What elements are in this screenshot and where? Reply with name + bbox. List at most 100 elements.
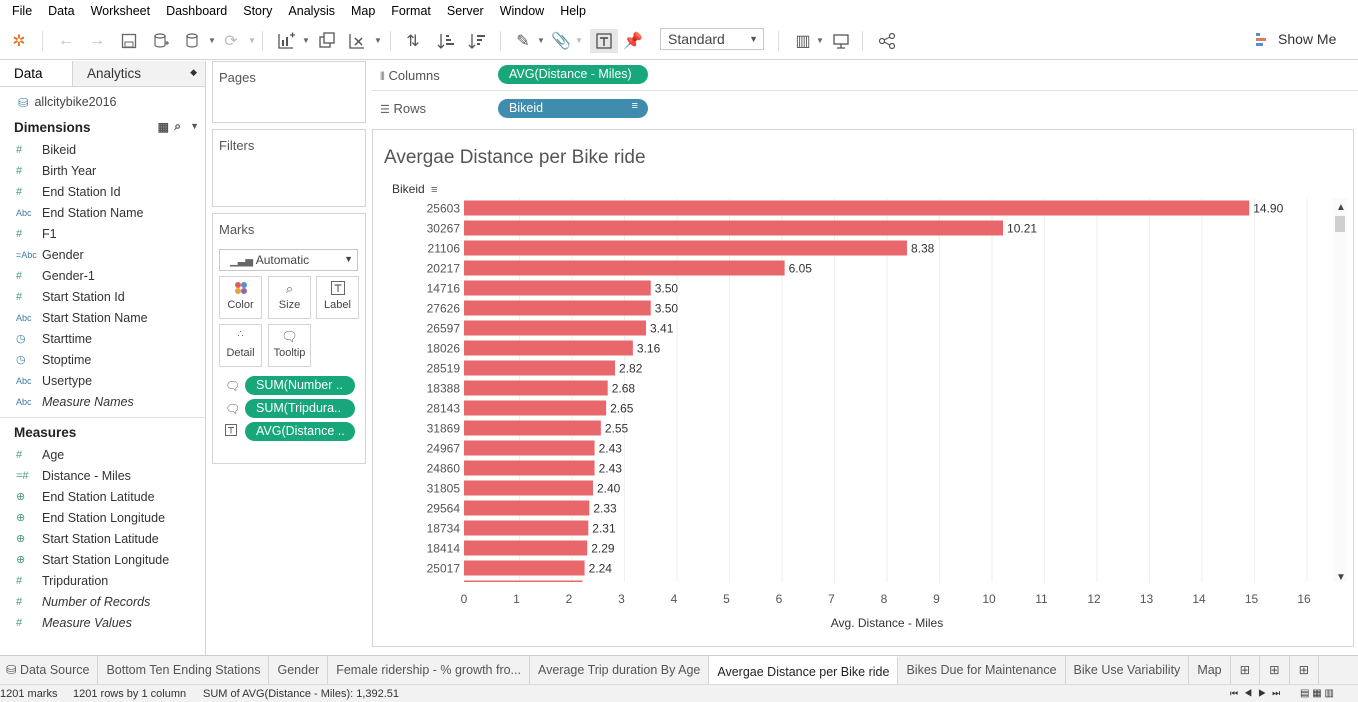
tooltip-button[interactable]: 🗨 Tooltip bbox=[268, 324, 311, 367]
sheet-navigation[interactable]: ⏮◀▶⏭ bbox=[1230, 688, 1287, 698]
columns-shelf[interactable]: ⦀ Columns AVG(Distance - Miles) bbox=[372, 61, 1358, 91]
marks-pill-number[interactable]: SUM(Number .. bbox=[245, 376, 355, 395]
bar[interactable] bbox=[464, 340, 633, 356]
tab-data-source[interactable]: ⛁ Data Source bbox=[0, 655, 99, 685]
menu-item-file[interactable]: File bbox=[12, 4, 33, 18]
chevron-down-icon[interactable]: ▼ bbox=[190, 121, 199, 131]
mark-type-select[interactable]: ▁▃▅ Automatic ▼ bbox=[219, 249, 358, 271]
marks-pill-distance[interactable]: AVG(Distance .. bbox=[245, 422, 355, 441]
bar[interactable] bbox=[464, 300, 651, 316]
scroll-up-icon[interactable]: ▲ bbox=[1336, 202, 1346, 213]
bar[interactable] bbox=[464, 420, 601, 436]
bar[interactable] bbox=[464, 360, 616, 376]
field-distance-miles[interactable]: =# Distance - Miles bbox=[0, 465, 205, 486]
size-button[interactable]: ⌕ Size bbox=[268, 276, 311, 319]
label-button[interactable]: Label bbox=[316, 276, 359, 319]
show-mark-labels-icon[interactable] bbox=[590, 29, 618, 53]
field-start-station-longitude[interactable]: ⊕ Start Station Longitude bbox=[0, 549, 205, 570]
sort-icon[interactable]: ≡ bbox=[431, 184, 437, 196]
view-toggle-icons[interactable]: ▤ ▦ ▥ bbox=[1300, 688, 1334, 699]
field-number-of-records[interactable]: # Number of Records bbox=[0, 591, 205, 612]
scroll-down-icon[interactable]: ▼ bbox=[1336, 572, 1346, 583]
field-starttime[interactable]: ◷ Starttime bbox=[0, 328, 205, 349]
swap-rows-columns-icon[interactable]: ⇅ bbox=[406, 33, 420, 50]
field-f1[interactable]: # F1 bbox=[0, 223, 205, 244]
refresh-icon[interactable]: ⟳ bbox=[224, 33, 238, 50]
sheet-tab[interactable]: Female ridership - % growth fro... bbox=[328, 655, 530, 685]
group-members-icon[interactable]: 📎 bbox=[551, 33, 571, 50]
view-icon[interactable]: ▦ bbox=[157, 120, 169, 134]
field-start-station-id[interactable]: # Start Station Id bbox=[0, 286, 205, 307]
tab-data[interactable]: Data bbox=[0, 61, 73, 86]
sheet-tab[interactable]: Bottom Ten Ending Stations bbox=[98, 655, 270, 685]
field-birth-year[interactable]: # Birth Year bbox=[0, 160, 205, 181]
bar[interactable] bbox=[464, 280, 651, 296]
scrollbar-thumb[interactable] bbox=[1335, 216, 1345, 232]
datasource-item[interactable]: ⛁ allcitybike2016 bbox=[0, 87, 205, 117]
search-icon[interactable]: ⌕ bbox=[174, 119, 181, 133]
field-end-station-longitude[interactable]: ⊕ End Station Longitude bbox=[0, 507, 205, 528]
menu-item-server[interactable]: Server bbox=[446, 4, 484, 18]
field-usertype[interactable]: Abc Usertype bbox=[0, 370, 205, 391]
rows-shelf[interactable]: ☰ Rows Bikeid ≡ bbox=[372, 94, 1358, 124]
field-gender-1[interactable]: # Gender-1 bbox=[0, 265, 205, 286]
bar[interactable] bbox=[464, 560, 585, 576]
scrollbar[interactable] bbox=[1333, 198, 1347, 582]
menu-item-map[interactable]: Map bbox=[350, 4, 376, 18]
menu-item-help[interactable]: Help bbox=[560, 4, 586, 18]
bar[interactable] bbox=[464, 500, 590, 516]
menu-item-worksheet[interactable]: Worksheet bbox=[90, 4, 151, 18]
field-end-station-name[interactable]: Abc End Station Name bbox=[0, 202, 205, 223]
menu-item-format[interactable]: Format bbox=[391, 4, 431, 18]
undo-icon[interactable]: ← bbox=[58, 32, 74, 49]
pause-updates-icon[interactable] bbox=[182, 30, 204, 52]
filters-card[interactable]: Filters bbox=[212, 129, 366, 207]
sheet-tab[interactable]: Average Trip duration By Age bbox=[530, 655, 710, 685]
redo-icon[interactable]: → bbox=[89, 32, 105, 49]
bar[interactable] bbox=[464, 480, 593, 496]
sheet-tab[interactable]: Bikes Due for Maintenance bbox=[898, 655, 1066, 685]
bar[interactable] bbox=[464, 240, 907, 256]
field-start-station-name[interactable]: Abc Start Station Name bbox=[0, 307, 205, 328]
field-tripduration[interactable]: # Tripduration bbox=[0, 570, 205, 591]
menu-item-dashboard[interactable]: Dashboard bbox=[166, 4, 228, 18]
bar[interactable] bbox=[464, 440, 595, 456]
new-datasource-icon[interactable] bbox=[150, 30, 172, 52]
menu-item-story[interactable]: Story bbox=[243, 4, 273, 18]
columns-pill[interactable]: AVG(Distance - Miles) bbox=[498, 65, 648, 84]
marks-pill-tripduration[interactable]: SUM(Tripdura.. bbox=[245, 399, 355, 418]
color-button[interactable]: Color bbox=[219, 276, 262, 319]
sheet-tab[interactable]: Map bbox=[1189, 655, 1231, 685]
bar[interactable] bbox=[464, 520, 589, 536]
share-icon[interactable] bbox=[876, 30, 898, 52]
show-cards-icon[interactable]: ▥ bbox=[795, 33, 811, 50]
highlight-icon[interactable]: ✎ bbox=[516, 33, 530, 50]
sort-descending-icon[interactable] bbox=[466, 30, 488, 52]
fit-dropdown[interactable]: Standard ▼ bbox=[660, 28, 764, 50]
sheet-tab[interactable]: Gender bbox=[269, 655, 329, 685]
bar[interactable] bbox=[464, 400, 607, 416]
menu-item-window[interactable]: Window bbox=[499, 4, 545, 18]
field-end-station-id[interactable]: # End Station Id bbox=[0, 181, 205, 202]
bar[interactable] bbox=[464, 260, 785, 276]
field-start-station-latitude[interactable]: ⊕ Start Station Latitude bbox=[0, 528, 205, 549]
bar[interactable] bbox=[464, 460, 595, 476]
field-end-station-latitude[interactable]: ⊕ End Station Latitude bbox=[0, 486, 205, 507]
duplicate-sheet-icon[interactable] bbox=[316, 30, 338, 52]
save-icon[interactable] bbox=[118, 30, 140, 52]
field-measure-values[interactable]: # Measure Values bbox=[0, 612, 205, 633]
bar[interactable] bbox=[464, 200, 1250, 216]
clear-sheet-icon[interactable] bbox=[346, 30, 368, 52]
show-me-button[interactable]: Show Me bbox=[1256, 31, 1336, 47]
rows-pill[interactable]: Bikeid ≡ bbox=[498, 99, 648, 118]
pages-card[interactable]: Pages bbox=[212, 61, 366, 123]
tableau-logo-icon[interactable]: ✲ bbox=[12, 33, 26, 50]
field-gender[interactable]: =Abc Gender bbox=[0, 244, 205, 265]
new-worksheet-icon[interactable] bbox=[275, 30, 297, 52]
field-measure-names[interactable]: Abc Measure Names bbox=[0, 391, 205, 412]
detail-button[interactable]: ∴ Detail bbox=[219, 324, 262, 367]
new-story-icon[interactable]: ⊞ bbox=[1290, 655, 1320, 685]
menu-item-data[interactable]: Data bbox=[48, 4, 75, 18]
bar[interactable] bbox=[464, 380, 608, 396]
field-bikeid[interactable]: # Bikeid bbox=[0, 139, 205, 160]
